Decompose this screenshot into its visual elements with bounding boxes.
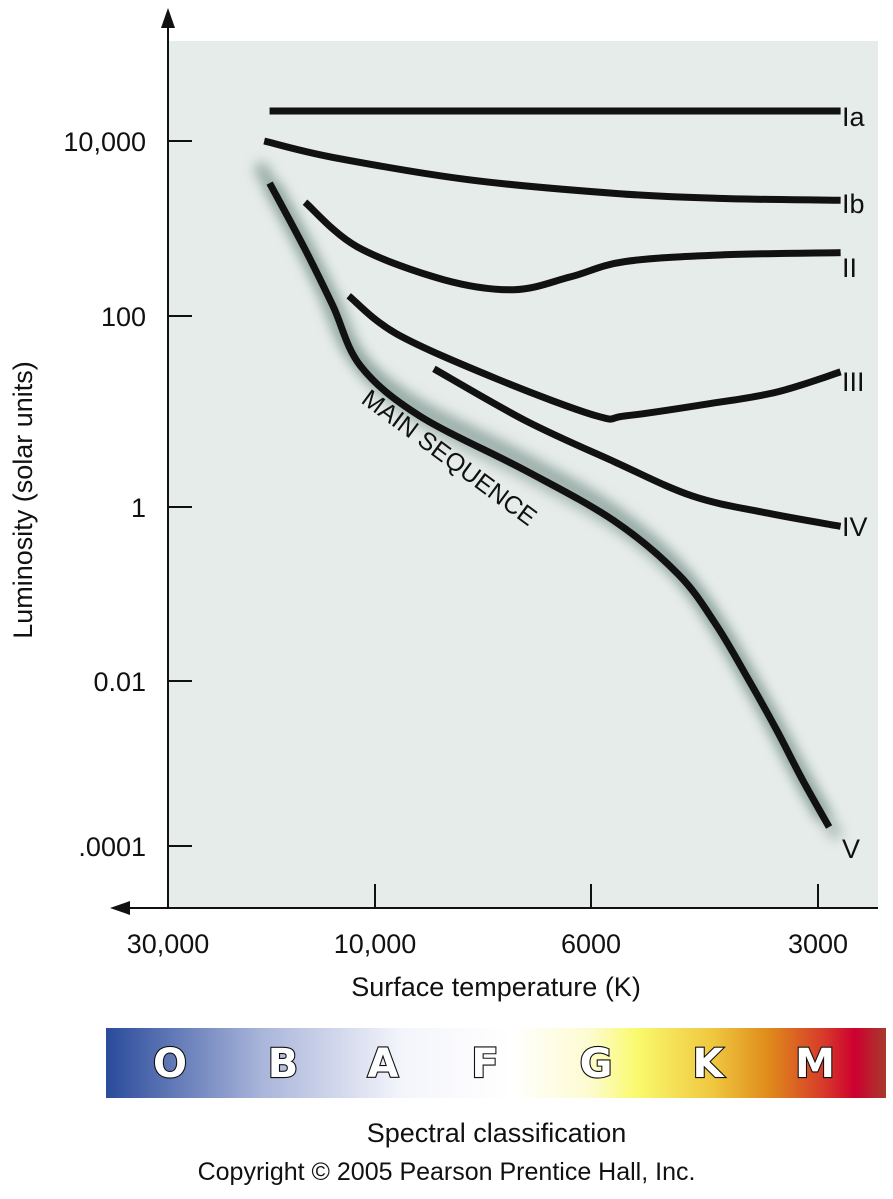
- y-axis-arrow-icon: [161, 8, 175, 28]
- class-label-ia: Ia: [842, 102, 866, 132]
- y-axis-title: Luminosity (solar units): [8, 361, 38, 639]
- y-ticks: 10,000 100 1 0.01 .0001: [63, 127, 192, 862]
- y-tick-label: 1: [131, 493, 146, 523]
- series-line-iv: [432, 365, 842, 530]
- x-axis-arrow-icon: [110, 901, 130, 915]
- class-label-v: V: [842, 834, 860, 864]
- x-axis-title: Surface temperature (K): [351, 972, 641, 1002]
- spectral-class-f: F: [471, 1041, 498, 1087]
- spectral-class-a: A: [368, 1041, 399, 1087]
- class-label-ii: II: [842, 253, 857, 283]
- y-tick-label: 0.01: [93, 667, 146, 697]
- series-line-ii: [302, 199, 841, 294]
- x-tick-label: 3000: [788, 929, 848, 959]
- series-line-ib: [263, 137, 841, 204]
- x-tick-label: 10,000: [334, 929, 417, 959]
- y-tick-label: 10,000: [63, 127, 146, 157]
- series-line-v: [266, 181, 833, 829]
- copyright-notice: Copyright © 2005 Pearson Prentice Hall, …: [197, 1158, 696, 1186]
- spectral-bar: [106, 1028, 886, 1098]
- y-tick-label: 100: [101, 302, 146, 332]
- series-line-iii: [346, 293, 842, 423]
- spectral-class-k: K: [693, 1041, 726, 1087]
- spectral-class-o: O: [153, 1041, 187, 1087]
- x-tick-label: 6000: [561, 929, 621, 959]
- spectral-class-b: B: [268, 1041, 299, 1087]
- x-tick-label: 30,000: [127, 929, 210, 959]
- spectral-classification-title: Spectral classification: [366, 1118, 627, 1148]
- class-label-ib: Ib: [842, 189, 865, 219]
- spectral-class-g: G: [580, 1041, 613, 1087]
- hr-diagram: 10,000 100 1 0.01 .0001 30,000 10,000 6000 3000…: [8, 8, 886, 1098]
- y-tick-label: .0001: [78, 832, 146, 862]
- series-layer: [263, 107, 842, 829]
- class-label-iii: III: [842, 367, 865, 397]
- x-ticks: 30,000 10,000 6000 3000: [127, 884, 848, 959]
- class-label-iv: IV: [842, 512, 868, 542]
- spectral-class-m: M: [795, 1041, 835, 1087]
